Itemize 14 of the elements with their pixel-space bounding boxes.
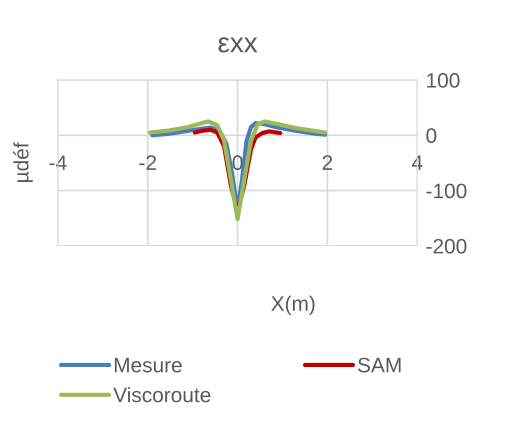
x-tick-label: 2	[322, 155, 332, 170]
legend-label: Viscoroute	[113, 386, 210, 402]
chart-title: εxx	[218, 37, 258, 52]
y-tick-label: 0	[426, 128, 436, 144]
x-tick-label: -2	[139, 155, 156, 170]
y-tick-label: -100	[426, 184, 466, 198]
legend-label: Mesure	[114, 358, 182, 372]
x-tick-label: 4	[412, 155, 422, 170]
x-axis-title: X(m)	[271, 296, 315, 316]
x-tick-label: -4	[50, 155, 67, 170]
y-tick-label: 100	[427, 72, 460, 88]
y-tick-label: -200	[426, 238, 466, 254]
legend-label: SAM	[358, 358, 401, 372]
y-axis-title: µdéf	[13, 142, 33, 182]
